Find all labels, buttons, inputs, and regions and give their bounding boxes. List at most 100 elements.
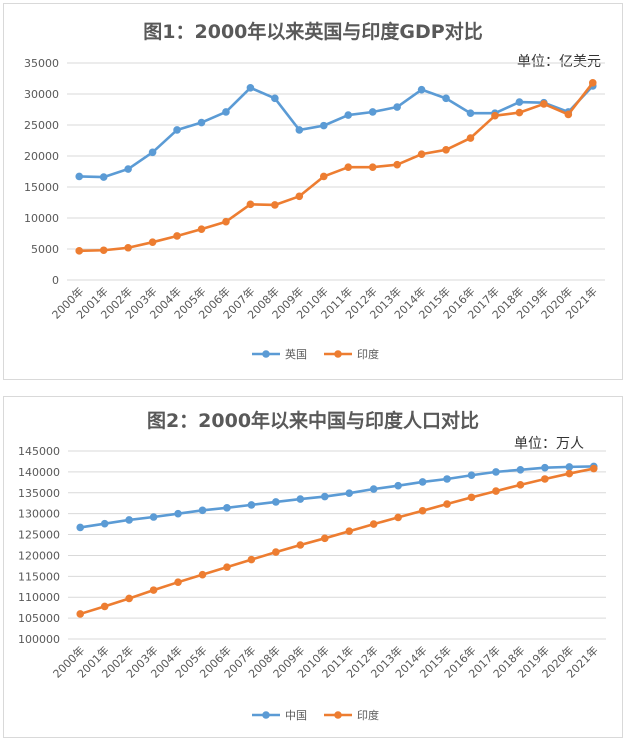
y-tick-label: 100000 <box>18 633 60 646</box>
y-tick-label: 115000 <box>18 570 60 583</box>
data-point <box>223 504 231 512</box>
data-point <box>247 501 256 509</box>
data-point <box>174 509 182 518</box>
data-point <box>296 495 305 503</box>
series-line-1 <box>79 467 595 616</box>
legend-label: 印度 <box>357 708 379 722</box>
data-point <box>271 94 279 103</box>
data-point <box>320 492 329 501</box>
data-point <box>272 498 280 506</box>
data-point <box>516 481 525 489</box>
data-point <box>99 173 108 181</box>
legend-marker <box>334 711 342 719</box>
data-point <box>443 500 451 508</box>
y-tick-label: 30000 <box>24 88 59 101</box>
data-point <box>418 478 427 486</box>
data-point <box>417 150 426 158</box>
data-point <box>393 160 401 169</box>
data-point <box>99 246 108 255</box>
data-point <box>125 516 133 524</box>
data-point <box>369 485 378 493</box>
y-tick-label: 10000 <box>24 212 59 225</box>
data-point <box>515 108 524 117</box>
data-point <box>344 163 353 171</box>
data-point <box>467 493 476 502</box>
data-point <box>149 513 158 521</box>
data-point <box>564 110 573 119</box>
data-point <box>271 201 279 209</box>
data-point <box>149 586 158 594</box>
chart-title: 图2：2000年以来中国与印度人口对比 <box>147 409 479 432</box>
legend-marker <box>262 350 270 358</box>
data-point <box>125 594 133 603</box>
data-point <box>173 232 181 240</box>
data-point <box>369 520 378 528</box>
data-point <box>368 108 377 116</box>
legend-label: 印度 <box>357 347 379 361</box>
y-tick-label: 120000 <box>18 549 60 562</box>
data-point <box>222 108 230 116</box>
data-point <box>75 172 84 181</box>
data-point <box>466 134 475 142</box>
data-point <box>515 98 524 106</box>
unit-label: 单位：万人 <box>514 436 584 452</box>
data-point <box>148 148 157 157</box>
data-point <box>76 523 85 532</box>
series-line-1 <box>79 82 594 253</box>
data-point <box>295 126 304 134</box>
y-tick-label: 0 <box>52 274 59 287</box>
y-tick-label: 145000 <box>18 445 60 458</box>
data-point <box>442 94 450 103</box>
data-point <box>198 506 207 515</box>
data-point <box>319 172 328 181</box>
data-point <box>540 100 548 108</box>
data-point <box>319 121 328 130</box>
legend: 英国 印度 <box>252 347 379 361</box>
data-point <box>320 534 329 543</box>
data-point <box>491 111 499 120</box>
legend-label: 中国 <box>285 709 307 722</box>
data-point <box>148 238 157 246</box>
data-point <box>565 469 574 478</box>
y-tick-label: 25000 <box>24 119 59 132</box>
series-line-0 <box>79 85 594 179</box>
gdp-chart-panel: 图1：2000年以来英国与印度GDP对比 单位：亿美元 0 5000 10000 15… <box>3 3 623 380</box>
data-point <box>541 463 549 472</box>
y-tick-label: 15000 <box>24 181 59 194</box>
data-point <box>100 519 109 528</box>
data-point <box>247 555 256 564</box>
data-point <box>492 487 500 495</box>
data-point <box>100 602 109 611</box>
data-point <box>394 513 402 522</box>
data-point <box>345 489 354 497</box>
data-point <box>443 475 451 483</box>
data-point <box>589 464 598 473</box>
gdp-chart: 图1：2000年以来英国与印度GDP对比 单位：亿美元 0 5000 10000 15… <box>24 20 605 361</box>
y-tick-label: 140000 <box>18 466 60 479</box>
data-point <box>174 578 182 586</box>
data-point <box>197 118 206 127</box>
y-tick-label: 5000 <box>31 243 59 256</box>
legend: 中国 印度 <box>252 708 379 722</box>
data-point <box>541 475 549 483</box>
data-point <box>295 192 304 201</box>
data-point <box>246 200 255 209</box>
data-point <box>418 506 427 515</box>
data-point <box>173 126 181 134</box>
data-point <box>466 109 475 118</box>
data-point <box>467 471 476 480</box>
data-point <box>198 570 207 579</box>
y-tick-label: 125000 <box>18 529 60 542</box>
legend-label: 英国 <box>285 347 307 361</box>
data-point <box>492 468 500 476</box>
data-point <box>394 481 402 490</box>
y-tick-label: 135000 <box>18 487 60 500</box>
data-point <box>222 217 230 226</box>
data-point <box>272 548 280 556</box>
y-tick-label: 20000 <box>24 150 59 163</box>
population-chart: 图2：2000年以来中国与印度人口对比 单位：万人 100000 105000 11… <box>18 409 606 722</box>
data-point <box>76 610 85 618</box>
legend-marker <box>262 711 270 719</box>
population-chart-panel: 图2：2000年以来中国与印度人口对比 单位：万人 100000 105000 11… <box>3 396 623 738</box>
data-point <box>197 225 206 233</box>
